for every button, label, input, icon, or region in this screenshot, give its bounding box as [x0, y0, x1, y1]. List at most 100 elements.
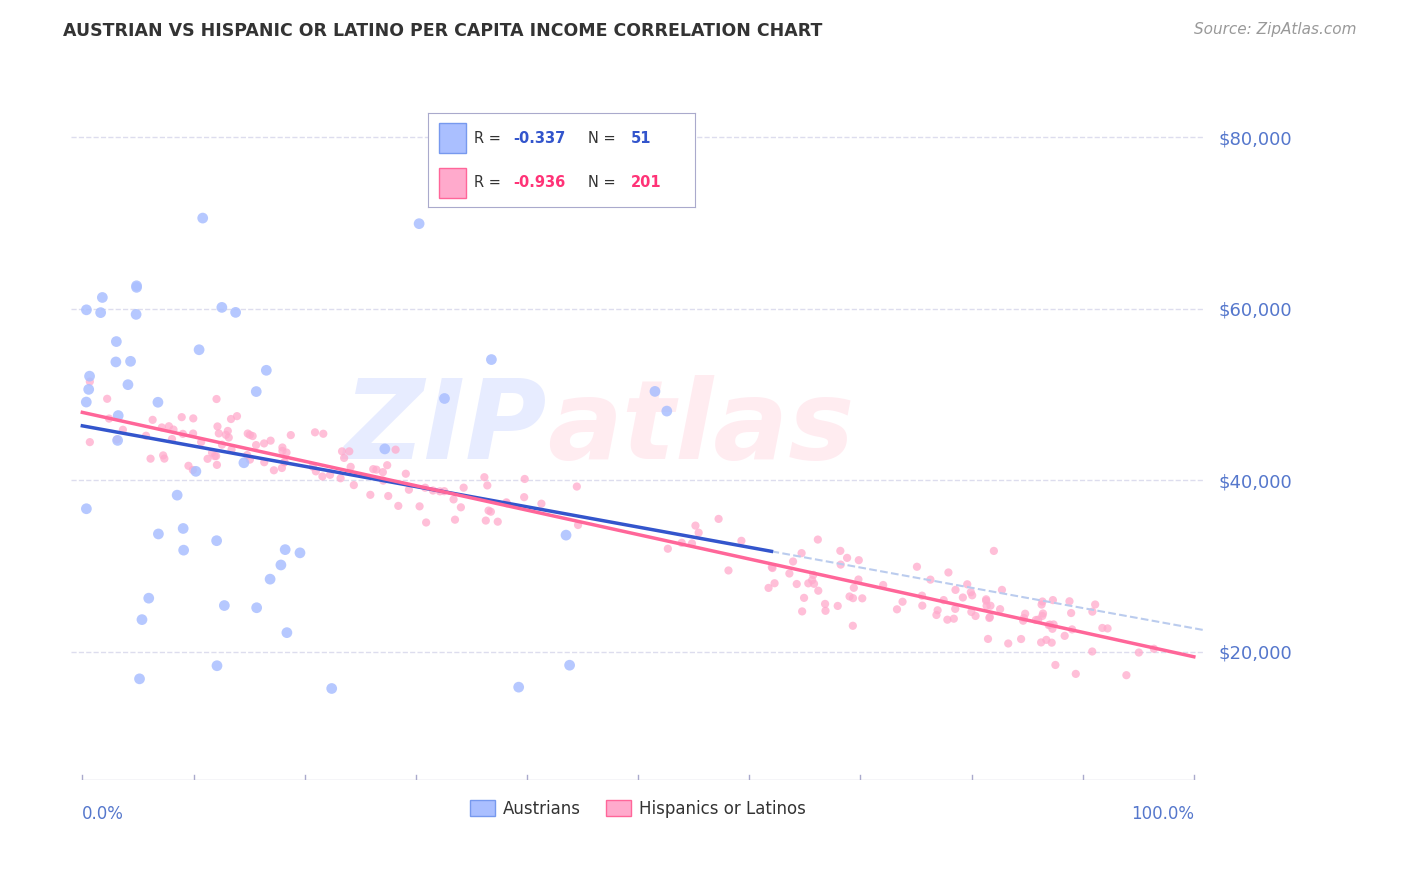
Point	[1014, 607, 1036, 621]
Point	[107, 409, 129, 423]
Point	[848, 573, 870, 587]
Point	[475, 514, 498, 528]
Point	[991, 582, 1014, 597]
Point	[886, 602, 908, 616]
Point	[974, 593, 997, 607]
Point	[211, 438, 233, 452]
Text: atlas: atlas	[547, 376, 855, 483]
Point	[236, 448, 259, 462]
Point	[339, 459, 361, 474]
Point	[150, 420, 173, 434]
Point	[513, 490, 536, 504]
Point	[761, 561, 783, 575]
Point	[207, 419, 229, 434]
Point	[835, 550, 858, 565]
Point	[377, 489, 399, 503]
Point	[842, 619, 865, 633]
Point	[236, 426, 259, 441]
Point	[974, 592, 997, 607]
Point	[366, 463, 388, 477]
Point	[166, 488, 188, 502]
Point	[245, 438, 267, 452]
Point	[688, 525, 710, 540]
Point	[170, 410, 193, 425]
Point	[801, 573, 824, 587]
Point	[270, 461, 292, 475]
Point	[172, 426, 194, 441]
Point	[1059, 594, 1081, 608]
Point	[184, 464, 207, 478]
Point	[138, 591, 160, 606]
Point	[1038, 618, 1060, 632]
Point	[1128, 646, 1150, 660]
Text: AUSTRIAN VS HISPANIC OR LATINO PER CAPITA INCOME CORRELATION CHART: AUSTRIAN VS HISPANIC OR LATINO PER CAPIT…	[63, 22, 823, 40]
Point	[91, 290, 114, 304]
Point	[925, 607, 948, 622]
Point	[359, 488, 381, 502]
Point	[190, 435, 212, 450]
Point	[181, 411, 204, 425]
Point	[786, 577, 808, 591]
Point	[717, 564, 740, 578]
Point	[205, 449, 228, 463]
Point	[276, 625, 298, 640]
Point	[301, 459, 323, 474]
Point	[245, 384, 267, 399]
Point	[205, 458, 228, 472]
Point	[333, 450, 356, 465]
Point	[1025, 613, 1047, 627]
Point	[139, 451, 162, 466]
Point	[761, 560, 783, 574]
Text: 0.0%: 0.0%	[83, 805, 124, 823]
Point	[558, 658, 581, 673]
Point	[1062, 623, 1084, 637]
Point	[125, 278, 148, 293]
Point	[1081, 605, 1104, 619]
Point	[1042, 593, 1064, 607]
Point	[276, 445, 298, 459]
Point	[254, 363, 277, 377]
Point	[191, 211, 214, 225]
Point	[872, 578, 894, 592]
Point	[1026, 613, 1049, 627]
Point	[830, 558, 852, 572]
Point	[225, 305, 247, 319]
Point	[838, 590, 860, 604]
Point	[1012, 611, 1035, 625]
Point	[842, 591, 865, 606]
Point	[671, 535, 693, 549]
Point	[105, 334, 128, 349]
Point	[1042, 622, 1064, 636]
Point	[77, 383, 100, 397]
Point	[758, 581, 780, 595]
Point	[384, 442, 406, 457]
Point	[848, 553, 870, 567]
Point	[201, 445, 224, 459]
Point	[911, 599, 934, 613]
Point	[778, 566, 800, 581]
Point	[496, 496, 519, 510]
Point	[681, 536, 703, 550]
Point	[221, 442, 243, 457]
Point	[321, 681, 343, 696]
Point	[1115, 668, 1137, 682]
Point	[567, 518, 589, 533]
Point	[827, 599, 849, 613]
Point	[152, 449, 174, 463]
Point	[79, 369, 101, 384]
Point	[932, 593, 955, 607]
Point	[120, 354, 142, 368]
Point	[979, 610, 1001, 624]
Point	[253, 455, 276, 469]
Point	[891, 595, 914, 609]
Point	[239, 452, 262, 467]
Point	[125, 307, 148, 321]
Point	[226, 409, 249, 424]
Point	[979, 611, 1001, 625]
Point	[513, 472, 536, 486]
Point	[270, 558, 292, 572]
Point	[343, 478, 366, 492]
Point	[157, 419, 180, 434]
Point	[1060, 606, 1083, 620]
Point	[219, 412, 242, 426]
